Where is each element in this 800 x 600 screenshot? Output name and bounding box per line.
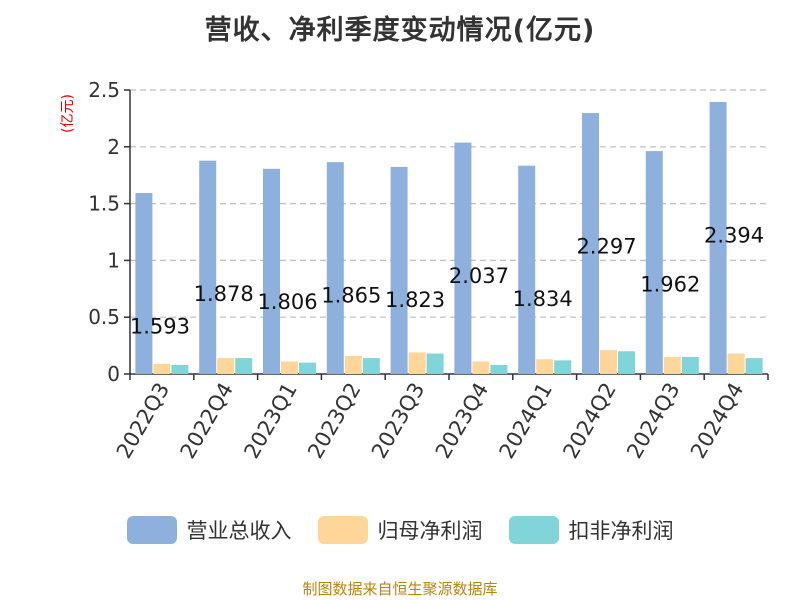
bar-deducted-profit bbox=[618, 351, 635, 374]
bar-net-profit bbox=[663, 356, 681, 374]
legend-item-revenue[interactable]: 营业总收入 bbox=[126, 515, 292, 545]
x-tick-label: 2024Q2 bbox=[558, 379, 620, 463]
x-tick-label: 2023Q3 bbox=[367, 379, 429, 463]
y-tick-label: 1 bbox=[107, 248, 120, 272]
x-tick-label: 2024Q4 bbox=[686, 379, 748, 463]
y-tick-label: 1.5 bbox=[88, 192, 120, 216]
legend-swatch-deducted-profit bbox=[508, 516, 559, 544]
legend: 营业总收入 归母净利润 扣非净利润 bbox=[0, 515, 800, 545]
bar-deducted-profit bbox=[681, 356, 699, 374]
legend-item-deducted-profit[interactable]: 扣非净利润 bbox=[508, 515, 674, 545]
data-label-revenue: 2.394 bbox=[704, 223, 764, 247]
x-tick-label: 2024Q3 bbox=[622, 379, 684, 463]
bar-net-profit bbox=[472, 361, 490, 374]
legend-label-deducted-profit: 扣非净利润 bbox=[568, 519, 674, 543]
bar-deducted-profit bbox=[362, 358, 380, 374]
bar-deducted-profit bbox=[490, 364, 508, 374]
data-label-revenue: 1.878 bbox=[194, 282, 254, 306]
legend-swatch-net-profit bbox=[317, 516, 368, 544]
y-tick-label: 2 bbox=[107, 135, 120, 159]
y-tick-label: 2.5 bbox=[88, 78, 120, 102]
data-label-revenue: 1.834 bbox=[513, 287, 573, 311]
bar-revenue bbox=[263, 168, 280, 374]
bar-net-profit bbox=[536, 359, 554, 374]
legend-item-net-profit[interactable]: 归母净利润 bbox=[317, 515, 483, 545]
bar-revenue bbox=[645, 151, 663, 374]
x-tick-label: 2023Q2 bbox=[303, 379, 365, 463]
bar-net-profit bbox=[153, 363, 171, 374]
y-tick-label: 0.5 bbox=[88, 305, 120, 329]
x-tick-label: 2022Q4 bbox=[176, 379, 238, 463]
y-tick-label: 0 bbox=[107, 362, 120, 386]
bar-deducted-profit bbox=[299, 362, 316, 374]
bar-deducted-profit bbox=[426, 353, 444, 374]
data-label-revenue: 2.037 bbox=[449, 264, 509, 288]
bar-net-profit bbox=[600, 350, 617, 374]
bar-deducted-profit bbox=[171, 364, 189, 374]
data-label-revenue: 1.962 bbox=[640, 272, 700, 296]
data-source-note: 制图数据来自恒生聚源数据库 bbox=[302, 580, 498, 598]
bar-revenue bbox=[135, 193, 153, 374]
bar-revenue bbox=[390, 166, 408, 374]
bar-revenue bbox=[199, 160, 217, 374]
bar-deducted-profit bbox=[554, 360, 572, 374]
bar-deducted-profit bbox=[235, 358, 253, 374]
bar-net-profit bbox=[408, 352, 426, 374]
bar-net-profit bbox=[727, 353, 745, 374]
data-label-revenue: 1.865 bbox=[321, 283, 381, 307]
bar-net-profit bbox=[344, 355, 362, 374]
bar-revenue bbox=[326, 162, 344, 374]
bar-net-profit bbox=[281, 361, 298, 374]
bar-revenue bbox=[582, 113, 599, 375]
data-label-revenue: 1.823 bbox=[385, 288, 445, 312]
legend-swatch-revenue bbox=[126, 516, 177, 544]
chart-title: 营收、净利季度变动情况(亿元) bbox=[204, 15, 596, 46]
legend-label-revenue: 营业总收入 bbox=[186, 519, 292, 543]
data-label-revenue: 2.297 bbox=[576, 234, 636, 258]
x-tick-label: 2023Q1 bbox=[239, 379, 301, 463]
bar-net-profit bbox=[217, 358, 235, 374]
x-tick-label: 2024Q1 bbox=[495, 379, 557, 463]
legend-label-net-profit: 归母净利润 bbox=[377, 519, 483, 543]
x-tick-label: 2022Q3 bbox=[112, 379, 174, 463]
data-label-revenue: 1.806 bbox=[257, 290, 317, 314]
bar-revenue bbox=[709, 102, 727, 375]
data-label-revenue: 1.593 bbox=[130, 314, 190, 338]
bar-revenue bbox=[454, 142, 472, 374]
bar-revenue bbox=[518, 165, 536, 374]
x-tick-label: 2023Q4 bbox=[431, 379, 493, 463]
bar-deducted-profit bbox=[745, 358, 763, 374]
